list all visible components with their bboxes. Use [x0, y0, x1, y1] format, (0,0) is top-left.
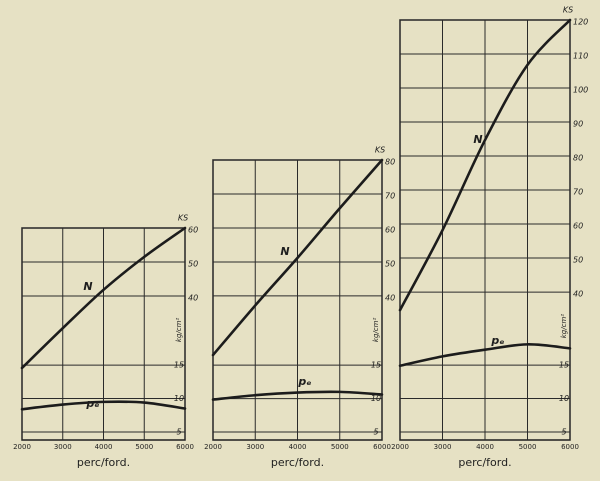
y-tick-label: 40	[573, 290, 583, 299]
x-tick-label: 4000	[95, 443, 113, 451]
y2-tick-label: 15	[559, 361, 569, 370]
curve-label: N	[280, 245, 289, 258]
x-tick-label: 2000	[13, 443, 31, 451]
y2-tick-label: 10	[371, 394, 381, 403]
y-axis-label: KS	[178, 214, 188, 223]
y-tick-label: 100	[573, 86, 588, 95]
x-tick-label: 6000	[373, 443, 391, 451]
x-tick-label: 4000	[476, 443, 494, 451]
y-tick-label: 50	[188, 259, 198, 268]
curve-label: N	[473, 133, 482, 146]
x-axis-label: perc/ford.	[271, 456, 324, 469]
y-tick-label: 50	[385, 259, 395, 268]
y-tick-label: 80	[573, 154, 583, 163]
curve	[398, 343, 572, 368]
curve	[20, 400, 187, 411]
curve-label: pₑ	[490, 334, 504, 347]
y-tick-label: 40	[385, 293, 395, 302]
x-tick-label: 5000	[519, 443, 537, 451]
y2-tick-label: 5	[373, 427, 378, 436]
curve	[398, 18, 572, 312]
y2-tick-label: 15	[371, 361, 381, 370]
x-tick-label: 5000	[135, 443, 153, 451]
y2-axis-label: kg/cm²	[175, 318, 183, 343]
y-tick-label: 110	[573, 52, 588, 61]
curve-label: N	[83, 280, 92, 293]
y-tick-label: 120	[573, 18, 588, 27]
x-tick-label: 4000	[289, 443, 307, 451]
x-tick-label: 2000	[391, 443, 409, 451]
y-tick-label: 60	[385, 225, 395, 234]
x-axis-label: perc/ford.	[77, 456, 130, 469]
y2-tick-label: 5	[561, 427, 566, 436]
y-tick-label: 60	[573, 222, 583, 231]
curve	[211, 158, 384, 357]
y-tick-label: 60	[188, 226, 198, 235]
curve-label: pₑ	[85, 397, 99, 410]
y-tick-label: 70	[385, 191, 395, 200]
y2-tick-label: 10	[559, 394, 569, 403]
x-tick-label: 2000	[204, 443, 222, 451]
y2-axis-label: kg/cm²	[372, 318, 380, 343]
x-axis-label: perc/ford.	[458, 456, 511, 469]
x-tick-label: 3000	[434, 443, 452, 451]
y2-axis-label: kg/cm²	[560, 314, 568, 339]
y-tick-label: 90	[573, 120, 583, 129]
y-axis-label: KS	[563, 6, 573, 15]
curve-label: pₑ	[297, 375, 311, 388]
x-tick-label: 5000	[331, 443, 349, 451]
y2-tick-label: 15	[174, 361, 184, 370]
x-tick-label: 6000	[561, 443, 579, 451]
y-tick-label: 50	[573, 256, 583, 265]
y-tick-label: 40	[188, 293, 198, 302]
x-tick-label: 3000	[246, 443, 264, 451]
x-tick-label: 6000	[176, 443, 194, 451]
y-axis-label: KS	[375, 146, 385, 155]
y-tick-label: 70	[573, 188, 583, 197]
curve	[211, 390, 384, 401]
y-tick-label: 80	[385, 158, 395, 167]
curve	[20, 226, 187, 370]
x-tick-label: 3000	[54, 443, 72, 451]
y2-tick-label: 5	[176, 427, 181, 436]
y2-tick-label: 10	[174, 394, 184, 403]
